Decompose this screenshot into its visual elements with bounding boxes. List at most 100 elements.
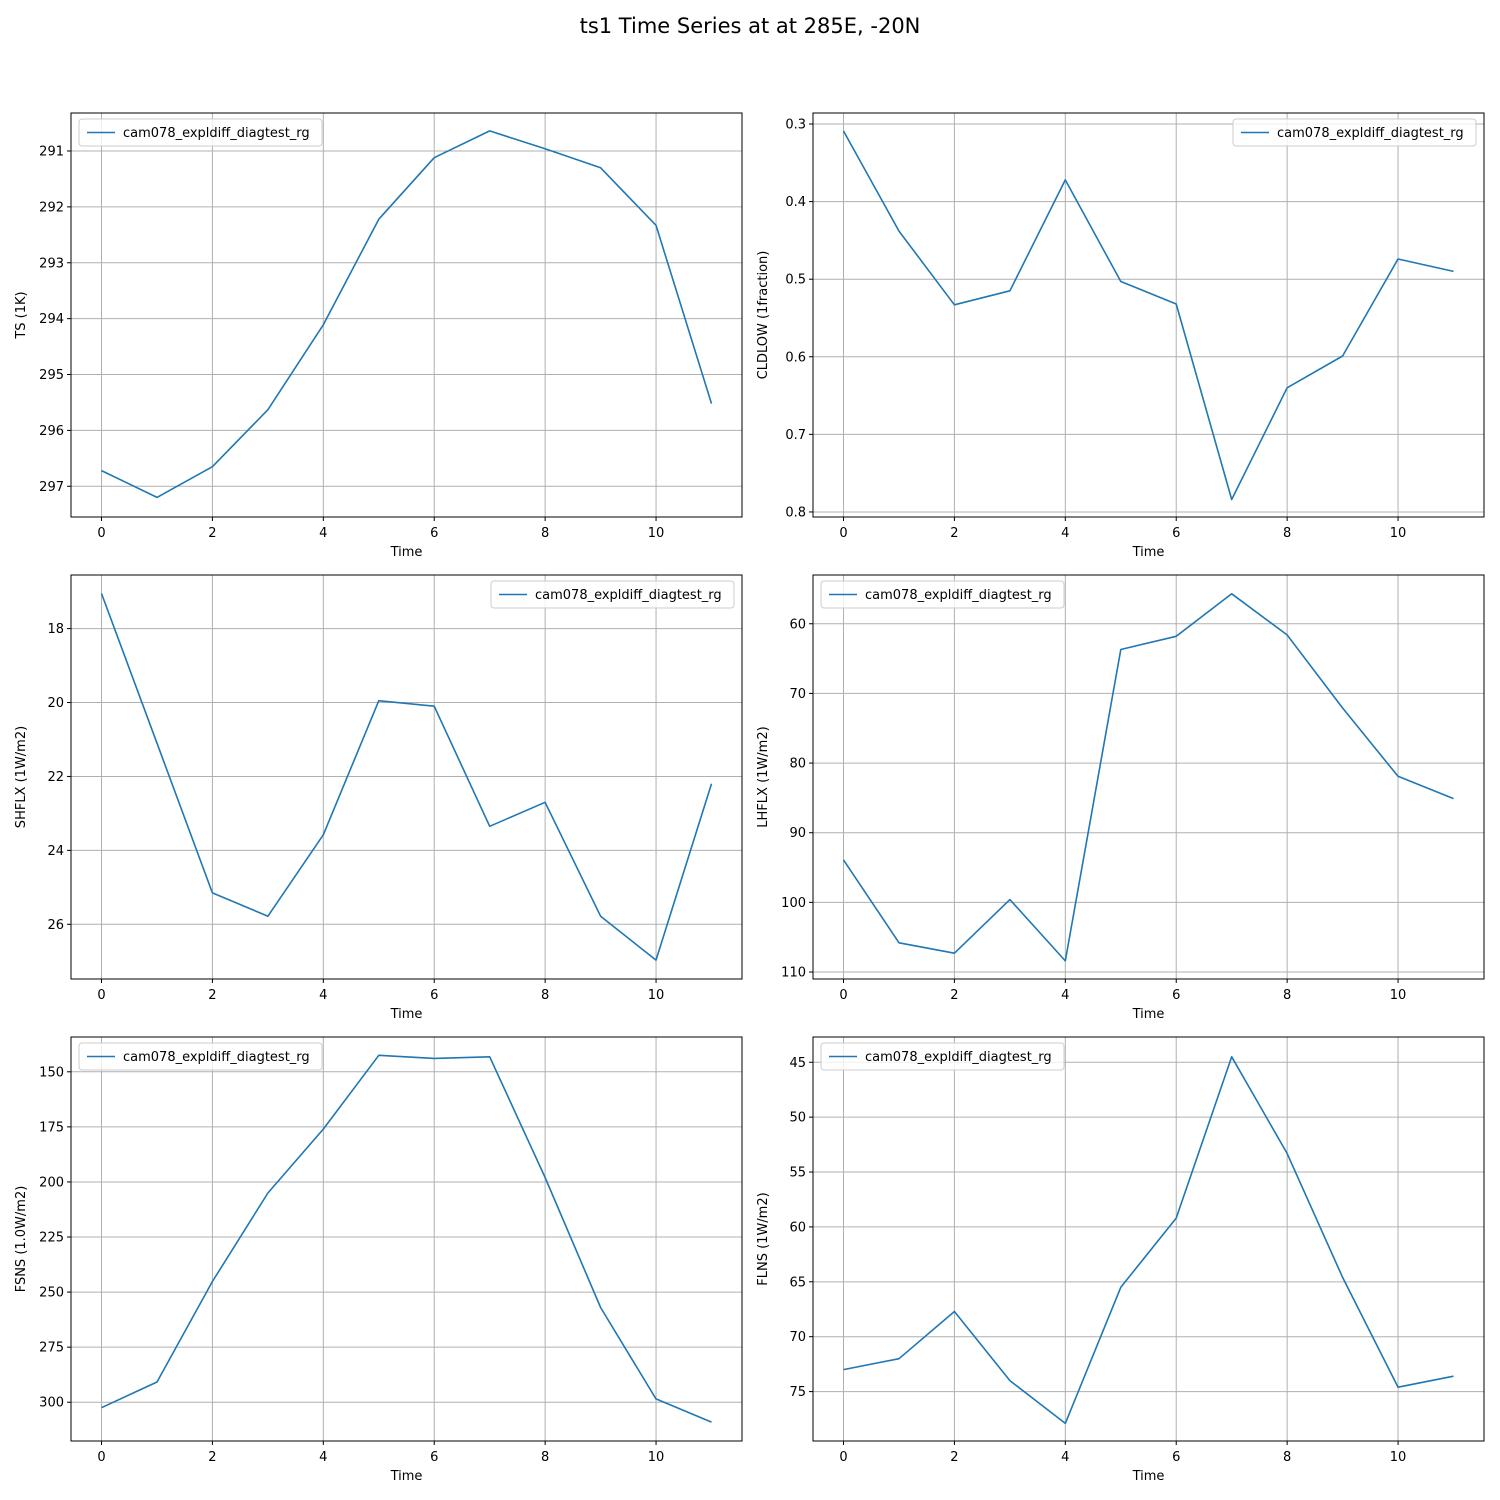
y-axis-label: CLDLOW (1fraction) [756,251,771,380]
y-tick-label: 150 [39,1065,64,1080]
x-axis-label: Time [1132,1007,1165,1022]
y-tick-label: 0.4 [785,195,806,210]
x-tick-label: 10 [648,1450,665,1465]
x-tick-label: 10 [1390,1450,1407,1465]
legend-label: cam078_expldiff_diagtest_rg [123,126,310,141]
x-tick-label: 0 [97,526,105,541]
y-tick-label: 45 [789,1056,806,1071]
y-tick-label: 0.3 [785,118,806,133]
x-tick-label: 6 [430,1450,438,1465]
legend: cam078_expldiff_diagtest_rg [820,580,1065,609]
y-tick-label: 293 [39,256,64,271]
y-tick-label: 0.8 [785,505,806,520]
y-tick-label: 175 [39,1120,64,1135]
x-axis-label: Time [1132,1469,1165,1484]
x-tick-label: 8 [1283,526,1291,541]
x-tick-label: 8 [541,1450,549,1465]
y-tick-label: 26 [47,918,64,933]
y-axis-label: SHFLX (1W/m2) [14,726,29,828]
series-line-1 [843,1056,1454,1425]
series-line-1 [100,593,713,961]
axes-frame [812,1036,1485,1442]
x-tick-label: 8 [1283,1450,1291,1465]
legend: cam078_expldiff_diagtest_rg [78,1042,323,1071]
y-tick-label: 65 [789,1275,806,1290]
y-tick-label: 294 [39,312,64,327]
legend: cam078_expldiff_diagtest_rg [820,1042,1065,1071]
x-tick-label: 0 [839,526,847,541]
y-tick-label: 295 [39,368,64,383]
y-tick-label: 80 [789,757,806,772]
y-tick-label: 18 [47,622,64,637]
y-tick-label: 70 [789,1330,806,1345]
y-tick-label: 100 [781,896,806,911]
axes-frame [812,574,1485,980]
x-tick-label: 8 [541,988,549,1003]
chart-panel-5: 0 2 4 6 8 10 150 175 200 225 250 275 300 Time FSNS (1.… [14,1036,743,1484]
legend-label: cam078_expldiff_diagtest_rg [123,1050,310,1065]
chart-panel-2: 0 2 4 6 8 10 0.3 0.4 0.5 0.6 0.7 0.8 Time CLDLOW (1fr… [756,112,1485,560]
axes-frame [70,112,743,518]
x-axis-label: Time [390,545,423,560]
chart-panel-1: 0 2 4 6 8 10 291 292 293 294 295 296 297 Time TS (1K) c… [14,112,743,560]
legend-box [820,580,1065,609]
x-tick-label: 6 [430,988,438,1003]
x-tick-label: 4 [1061,988,1069,1003]
y-tick-label: 110 [781,966,806,981]
legend-label: cam078_expldiff_diagtest_rg [535,588,722,603]
legend-label: cam078_expldiff_diagtest_rg [865,588,1052,603]
x-tick-label: 6 [1172,1450,1180,1465]
y-tick-label: 200 [39,1175,64,1190]
x-tick-label: 4 [319,526,327,541]
figure-title: ts1 Time Series at at 285E, -20N [579,14,921,38]
x-tick-label: 8 [1283,988,1291,1003]
y-tick-label: 0.6 [785,350,806,365]
y-tick-label: 297 [39,480,64,495]
legend-label: cam078_expldiff_diagtest_rg [1277,126,1464,141]
x-tick-label: 10 [648,988,665,1003]
y-tick-label: 292 [39,200,64,215]
y-axis-label: LHFLX (1W/m2) [756,726,771,827]
chart-panel-4: 0 2 4 6 8 10 60 70 80 90 100 110 Time LHFLX (1W/m2) ca… [756,574,1485,1022]
legend-label: cam078_expldiff_diagtest_rg [865,1050,1052,1065]
axes-frame [70,574,743,980]
y-tick-label: 22 [47,770,64,785]
y-tick-label: 55 [789,1166,806,1181]
axes-frame [70,1036,743,1442]
x-tick-label: 0 [97,988,105,1003]
series-line-1 [101,1054,712,1423]
x-tick-label: 0 [97,1450,105,1465]
y-tick-label: 90 [789,826,806,841]
series-line-1 [842,592,1454,962]
y-tick-label: 60 [789,1220,806,1235]
series-line-1 [101,130,713,499]
x-tick-label: 4 [1061,526,1069,541]
x-tick-label: 0 [839,1450,847,1465]
legend-box [490,580,735,609]
y-tick-label: 70 [789,687,806,702]
y-tick-label: 275 [39,1341,64,1356]
y-tick-label: 300 [39,1396,64,1411]
x-tick-label: 4 [319,988,327,1003]
legend: cam078_expldiff_diagtest_rg [490,580,735,609]
x-tick-label: 6 [1172,526,1180,541]
x-tick-label: 2 [950,1450,958,1465]
series-line-1 [842,130,1454,501]
y-tick-label: 250 [39,1286,64,1301]
y-tick-label: 0.7 [785,428,806,443]
x-tick-label: 10 [1390,988,1407,1003]
legend-box [78,118,323,147]
x-axis-label: Time [390,1469,423,1484]
y-tick-label: 0.5 [785,273,806,288]
legend-box [820,1042,1065,1071]
x-tick-label: 10 [648,526,665,541]
chart-panel-6: 0 2 4 6 8 10 45 50 55 60 65 70 75 Time FLNS (1W/m2) cam… [756,1036,1485,1484]
y-tick-label: 75 [789,1385,806,1400]
legend: cam078_expldiff_diagtest_rg [1232,118,1477,147]
x-axis-label: Time [390,1007,423,1022]
legend: cam078_expldiff_diagtest_rg [78,118,323,147]
legend-box [78,1042,323,1071]
x-tick-label: 2 [950,988,958,1003]
y-tick-label: 296 [39,424,64,439]
